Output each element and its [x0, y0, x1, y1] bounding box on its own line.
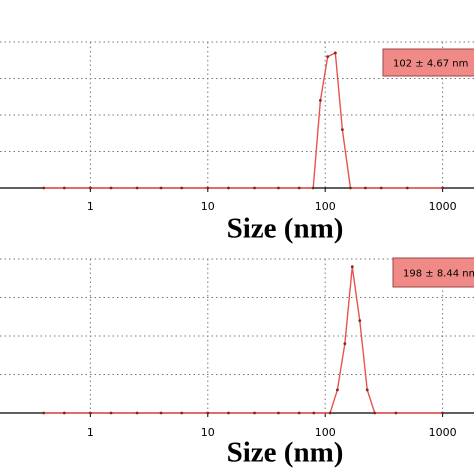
data-point: [297, 186, 301, 190]
data-point: [340, 128, 344, 132]
x-axis-label: Size (nm): [227, 437, 344, 469]
data-point: [277, 186, 280, 190]
data-point: [277, 411, 280, 415]
data-point: [394, 411, 398, 415]
data-point: [135, 411, 139, 415]
data-point: [373, 411, 377, 415]
data-point: [441, 186, 445, 190]
x-tick-label: 1000: [429, 426, 457, 439]
data-point: [253, 411, 256, 415]
data-point: [180, 186, 184, 190]
data-point: [88, 411, 92, 415]
data-point: [297, 411, 301, 415]
data-point: [318, 99, 322, 102]
data-point: [326, 55, 330, 58]
data-point: [135, 186, 139, 190]
data-point: [333, 51, 337, 55]
x-tick-label: 1: [87, 426, 94, 439]
x-tick-label: 100: [315, 200, 336, 213]
x-tick-label: 1: [87, 200, 94, 213]
data-point: [227, 186, 230, 190]
data-point: [206, 411, 210, 415]
x-tick-label: 1000: [429, 200, 457, 213]
data-point: [159, 411, 163, 415]
data-point: [311, 186, 315, 190]
annotation: 102 ± 4.67 nm: [393, 59, 468, 70]
data-point: [159, 186, 163, 190]
data-point: [379, 186, 383, 190]
x-axis-label: Size (nm): [227, 213, 344, 245]
annotation-box: [382, 48, 474, 77]
data-point: [180, 411, 184, 415]
x-tick-label: 100: [315, 426, 336, 439]
data-point: [206, 186, 210, 190]
data-point: [253, 186, 256, 190]
data-point: [312, 411, 316, 415]
size-distribution-line: [43, 51, 443, 189]
x-tick-label: 10: [201, 426, 215, 439]
data-point: [62, 186, 66, 190]
data-point: [62, 411, 66, 415]
data-point: [358, 319, 362, 322]
data-point: [365, 388, 369, 392]
data-point: [335, 388, 339, 392]
data-point: [88, 186, 92, 190]
data-point: [364, 186, 367, 190]
data-point: [350, 265, 354, 269]
data-point: [328, 411, 332, 415]
data-point: [405, 186, 409, 190]
data-point: [109, 186, 113, 190]
annotation: 198 ± 8.44 nm: [403, 269, 474, 280]
data-point: [441, 411, 445, 415]
data-point: [349, 186, 352, 190]
x-tick-label: 10: [201, 200, 215, 213]
size-distribution-line: [43, 266, 443, 414]
data-point: [109, 411, 113, 415]
data-point: [227, 411, 230, 415]
annotation-box: [392, 257, 474, 288]
data-point: [42, 411, 46, 415]
data-point: [343, 342, 347, 346]
data-point: [42, 186, 46, 190]
